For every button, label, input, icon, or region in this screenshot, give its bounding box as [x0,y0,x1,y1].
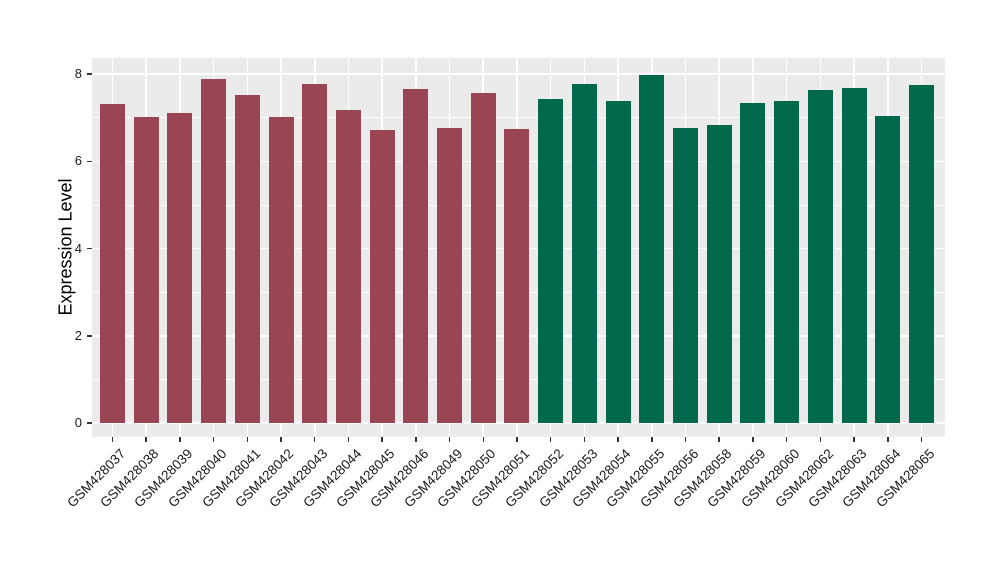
y-tick-label: 4 [74,240,82,256]
x-tick [752,437,754,442]
bar-GSM428042 [268,117,294,423]
major-gridline [92,422,945,424]
bar-GSM428056 [673,127,699,423]
bar-GSM428060 [774,101,800,423]
x-tick [583,437,586,442]
x-tick [549,437,552,442]
x-tick [212,437,215,442]
y-tick [87,422,92,424]
x-tick [415,437,417,442]
x-tick [516,437,518,442]
x-tick [448,437,451,442]
x-tick [684,437,687,442]
bar-GSM428062 [807,89,833,423]
bar-GSM428058 [706,125,732,423]
bar-GSM428038 [133,117,159,423]
y-tick-label: 2 [74,327,82,343]
bar-GSM428064 [875,116,901,423]
bar-GSM428055 [639,74,665,423]
bar-GSM428054 [605,101,631,423]
bar-GSM428039 [167,113,193,423]
bar-GSM428053 [571,83,597,423]
y-tick [87,247,92,250]
bar-GSM428049 [437,128,463,423]
bar-GSM428059 [740,102,766,423]
major-gridline [92,73,945,75]
bar-GSM428063 [841,88,867,423]
x-tick [819,437,822,442]
x-tick [920,437,923,442]
bar-GSM428065 [908,85,934,423]
x-tick [111,437,114,442]
bar-GSM428050 [470,93,496,423]
x-tick [145,437,147,442]
bar-GSM428037 [100,103,125,423]
bar-GSM428046 [403,89,429,423]
bar-GSM428045 [369,130,395,423]
x-tick [651,437,653,442]
x-tick [347,437,350,442]
y-tick-label: 8 [74,66,82,82]
bar-GSM428052 [538,98,564,423]
bar-GSM428043 [302,83,328,423]
x-tick [785,437,788,442]
y-tick [87,160,92,163]
x-tick [313,437,316,442]
x-tick [853,437,855,442]
bar-GSM428040 [201,78,227,423]
x-tick [280,437,282,442]
y-tick [87,335,92,337]
x-tick [179,437,181,442]
x-tick [381,437,383,442]
x-tick [246,437,249,442]
x-tick [482,437,485,442]
x-tick [887,437,889,442]
x-tick [718,437,720,442]
plot-panel [92,58,945,437]
y-tick-label: 0 [74,415,82,430]
y-tick [87,73,92,75]
minor-gridline [92,117,945,119]
bar-GSM428051 [504,129,530,423]
bar-GSM428044 [335,109,361,423]
x-tick [617,437,619,442]
bar-GSM428041 [234,95,260,423]
y-tick-label: 6 [74,153,82,169]
